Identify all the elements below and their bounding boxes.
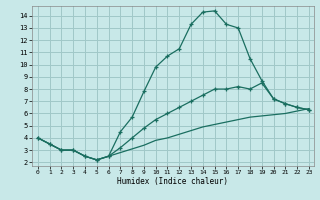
X-axis label: Humidex (Indice chaleur): Humidex (Indice chaleur) bbox=[117, 177, 228, 186]
